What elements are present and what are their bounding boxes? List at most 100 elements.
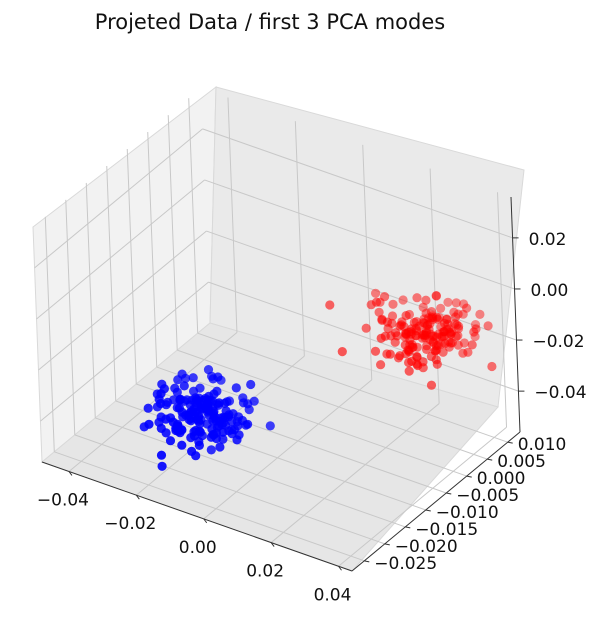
- data-point: [388, 299, 398, 309]
- data-point: [376, 360, 386, 370]
- data-point: [470, 320, 481, 330]
- data-point: [426, 313, 437, 323]
- data-point: [238, 393, 248, 403]
- data-point: [443, 297, 453, 307]
- data-point: [157, 461, 167, 471]
- data-point: [374, 307, 384, 317]
- data-point: [442, 324, 452, 334]
- grid-line-x: [362, 144, 373, 380]
- data-point: [438, 347, 448, 357]
- data-point: [450, 312, 461, 322]
- data-point: [459, 299, 469, 309]
- axes: [41, 196, 525, 572]
- data-point: [459, 338, 469, 348]
- grid-line-x: [270, 403, 440, 543]
- data-point: [419, 314, 429, 324]
- data-point: [451, 298, 461, 308]
- data-point: [444, 324, 454, 334]
- data-point: [404, 366, 414, 376]
- data-point: [223, 412, 233, 422]
- grid-line-x: [294, 121, 305, 357]
- grid-line-y: [106, 165, 117, 401]
- grid-line-z: [40, 281, 209, 422]
- x-tick-mark: [338, 565, 342, 571]
- data-point: [453, 324, 464, 334]
- data-point: [224, 396, 235, 406]
- data-point: [418, 363, 428, 373]
- data-point: [487, 361, 497, 372]
- z-axis-line: [510, 196, 521, 433]
- y-tick-mark: [425, 509, 431, 512]
- data-point: [370, 346, 381, 356]
- data-point: [449, 307, 459, 317]
- series-red-points: [325, 288, 497, 390]
- data-point: [436, 303, 446, 313]
- data-point: [165, 413, 176, 423]
- data-point: [220, 420, 231, 430]
- data-point: [157, 379, 167, 389]
- data-point: [180, 373, 191, 383]
- x-tick-mark: [203, 518, 208, 524]
- data-point: [203, 404, 213, 414]
- data-point: [265, 421, 275, 431]
- y-tick-mark: [405, 526, 411, 529]
- data-point: [412, 342, 422, 352]
- data-point: [212, 399, 222, 409]
- data-point: [428, 337, 438, 347]
- data-point: [215, 413, 225, 423]
- z-tick-label: −0.02: [532, 332, 584, 352]
- y-tick-label: 0.010: [518, 435, 567, 455]
- grid-line-y: [177, 349, 488, 460]
- x-tick-label: 0.00: [179, 538, 217, 558]
- y-tick-mark: [364, 560, 370, 563]
- data-point: [428, 314, 438, 325]
- data-point: [411, 330, 421, 341]
- y-tick-mark: [384, 543, 390, 546]
- data-point: [178, 412, 188, 422]
- data-point: [161, 428, 171, 438]
- data-point: [212, 386, 222, 396]
- x-tick-mark: [68, 471, 73, 476]
- y-tick-mark: [507, 441, 513, 444]
- y-tick-label: 0.000: [477, 469, 526, 489]
- data-point: [189, 386, 199, 396]
- data-point: [382, 349, 392, 359]
- data-point: [442, 315, 452, 325]
- data-point: [428, 313, 438, 323]
- data-point: [189, 407, 200, 417]
- data-point: [377, 315, 387, 325]
- data-point: [152, 402, 162, 412]
- data-point: [446, 329, 456, 339]
- data-point: [452, 320, 462, 330]
- data-point: [216, 375, 226, 385]
- data-point: [404, 357, 414, 368]
- data-point: [443, 319, 453, 329]
- chart-title: Projeted Data / first 3 PCA modes: [94, 10, 446, 34]
- data-point: [156, 450, 167, 460]
- data-point: [453, 309, 463, 319]
- grid-line-z: [208, 281, 519, 392]
- data-point: [231, 383, 241, 393]
- data-point: [325, 300, 335, 310]
- grid-line-z: [206, 230, 517, 341]
- data-point: [139, 422, 149, 432]
- data-point: [241, 420, 251, 430]
- data-point: [191, 451, 201, 461]
- data-point: [209, 430, 219, 440]
- data-point: [444, 337, 454, 347]
- data-point: [434, 329, 444, 339]
- data-point: [470, 331, 480, 342]
- data-point: [232, 417, 242, 427]
- y-tick-mark: [446, 492, 452, 495]
- grid-line-x: [497, 192, 508, 428]
- data-point: [397, 317, 407, 327]
- data-point: [471, 324, 481, 334]
- data-point: [207, 371, 217, 381]
- grid-line-y: [126, 149, 137, 385]
- data-point: [208, 416, 218, 426]
- data-point: [387, 318, 397, 328]
- y-tick-label: −0.025: [374, 554, 437, 574]
- grid-line-y: [167, 115, 178, 351]
- data-point: [366, 300, 376, 310]
- data-point: [422, 321, 432, 331]
